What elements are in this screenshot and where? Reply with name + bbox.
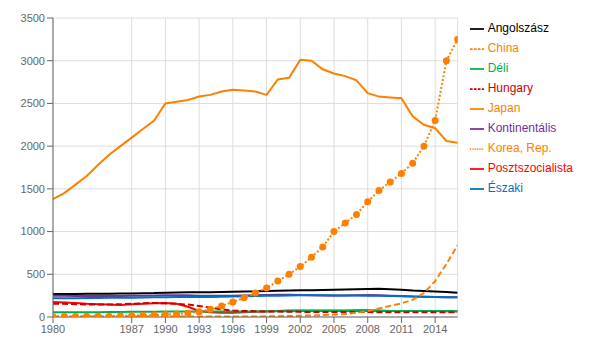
html-text:Angolszász: Angolszász [487,21,549,35]
html-text:Déli: Déli [487,61,509,75]
svg-text:2011: 2011 [390,323,414,335]
svg-text:2002: 2002 [288,323,312,335]
svg-text:1980: 1980 [41,323,65,335]
html-text:Japan: Japan [487,101,521,115]
svg-text:1990: 1990 [153,323,177,335]
html-text:Kontinentális: Kontinentális [487,121,557,135]
svg-text:2500: 2500 [21,97,45,109]
html-text:Korea, Rep.: Korea, Rep. [487,141,552,155]
svg-text:2000: 2000 [21,140,45,152]
svg-text:1999: 1999 [254,323,278,335]
svg-text:1993: 1993 [187,323,211,335]
svg-text:500: 500 [27,268,45,280]
svg-text:1987: 1987 [119,323,143,335]
svg-text:3000: 3000 [21,55,45,67]
html-text:Posztszocialista: Posztszocialista [487,161,573,175]
svg-text:2008: 2008 [355,323,379,335]
svg-text:1500: 1500 [21,183,45,195]
svg-text:1996: 1996 [221,323,245,335]
svg-text:2014: 2014 [423,323,447,335]
html-text:Északi: Északi [487,181,523,195]
svg-text:1000: 1000 [21,225,45,237]
svg-text:2005: 2005 [322,323,346,335]
html-text:China: China [487,41,519,55]
svg-text:3500: 3500 [21,12,45,24]
html-text:Hungary: Hungary [487,81,533,95]
svg-text:0: 0 [39,311,45,323]
